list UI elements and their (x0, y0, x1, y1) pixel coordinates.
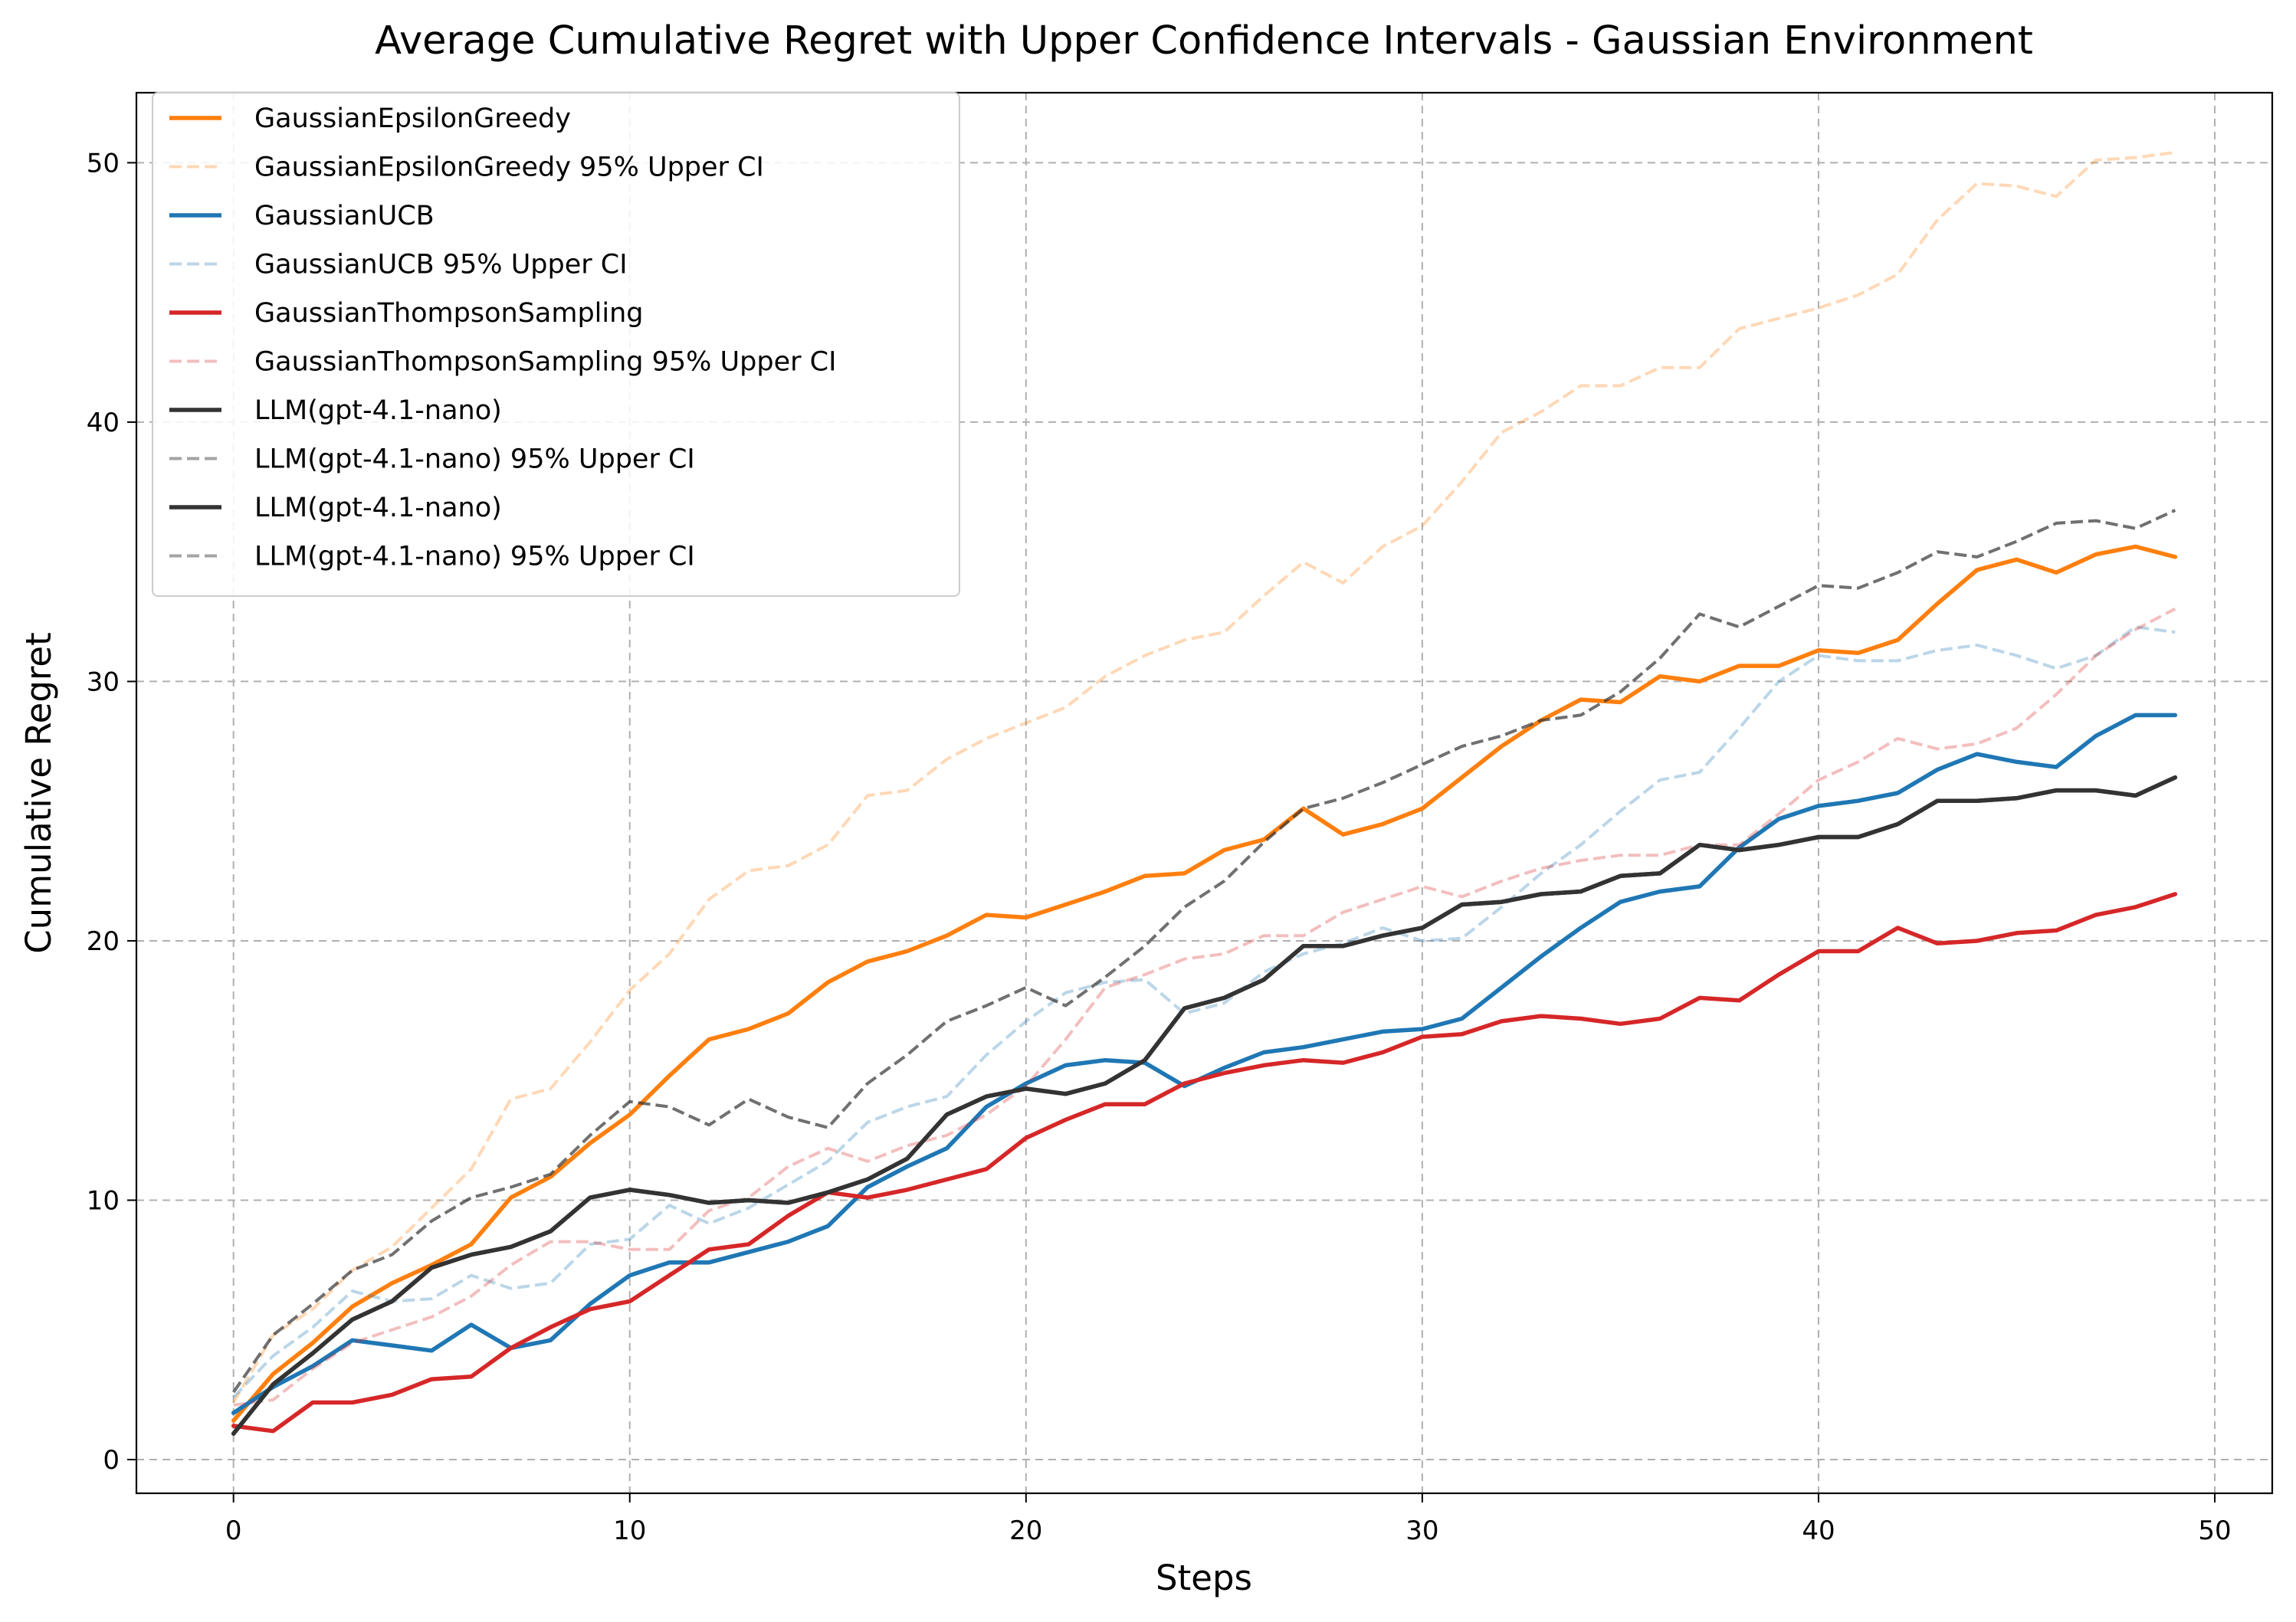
series-line-llm-gpt-4-1-nano-95-upper-ci (232, 509, 2176, 1394)
series-line-gaussianepsilongreedy-95-upper-ci (231, 150, 2176, 1404)
series-line-gaussianucb-95-upper-ci (232, 625, 2176, 1399)
y-tick-label: 50 (87, 148, 120, 179)
x-tick-label: 30 (1405, 1516, 1438, 1546)
y-tick-label: 30 (87, 667, 120, 697)
x-tick-label: 20 (1009, 1516, 1042, 1546)
series-line-llm-gpt-4-1-nano-95-upper-ci (232, 509, 2176, 1394)
legend-entry-label: LLM(gpt-4.1-nano) 95% Upper CI (254, 444, 695, 475)
x-tick-label: 0 (225, 1516, 242, 1546)
legend-box (152, 92, 960, 597)
legend-entry-label: LLM(gpt-4.1-nano) (254, 395, 502, 426)
chart-title: Average Cumulative Regret with Upper Con… (375, 18, 2033, 64)
legend-entry-label: LLM(gpt-4.1-nano) (254, 493, 502, 523)
y-tick-label: 40 (87, 408, 120, 438)
plot-series (231, 150, 2178, 1436)
legend-entry-label: GaussianUCB 95% Upper CI (254, 250, 628, 280)
legend-entry-label: GaussianThompsonSampling (254, 298, 644, 329)
legend-entry-label: GaussianEpsilonGreedy 95% Upper CI (254, 152, 764, 183)
legend-entry-label: LLM(gpt-4.1-nano) 95% Upper CI (254, 542, 695, 572)
axis-ticks: 0 10 20 30 40 50 0 10 20 30 40 50 (87, 148, 2232, 1546)
y-tick-label: 20 (87, 926, 120, 957)
series-line-gaussianthompsonsampling-95-upper-ci (233, 607, 2176, 1407)
y-axis-label: Cumulative Regret (18, 632, 59, 953)
y-tick-label: 10 (87, 1185, 120, 1216)
plot-frame (135, 91, 2274, 1495)
series-line-llm-gpt-4-1-nano (231, 775, 2178, 1436)
legend-entry-label: GaussianUCB (254, 201, 435, 231)
x-tick-label: 10 (613, 1516, 646, 1546)
series-line-gaussianthompsonsampling (231, 892, 2178, 1434)
x-tick-label: 40 (1802, 1516, 1835, 1546)
series-line-gaussianepsilongreedy (231, 544, 2178, 1423)
legend-entry-label: GaussianEpsilonGreedy (254, 103, 571, 134)
x-axis-label: Steps (1156, 1558, 1252, 1598)
x-tick-label: 50 (2198, 1516, 2231, 1546)
legend-entry-label: GaussianThompsonSampling 95% Upper CI (254, 347, 836, 378)
y-tick-label: 0 (103, 1445, 120, 1476)
legend: GaussianEpsilonGreedy GaussianEpsilonGree… (152, 92, 960, 597)
